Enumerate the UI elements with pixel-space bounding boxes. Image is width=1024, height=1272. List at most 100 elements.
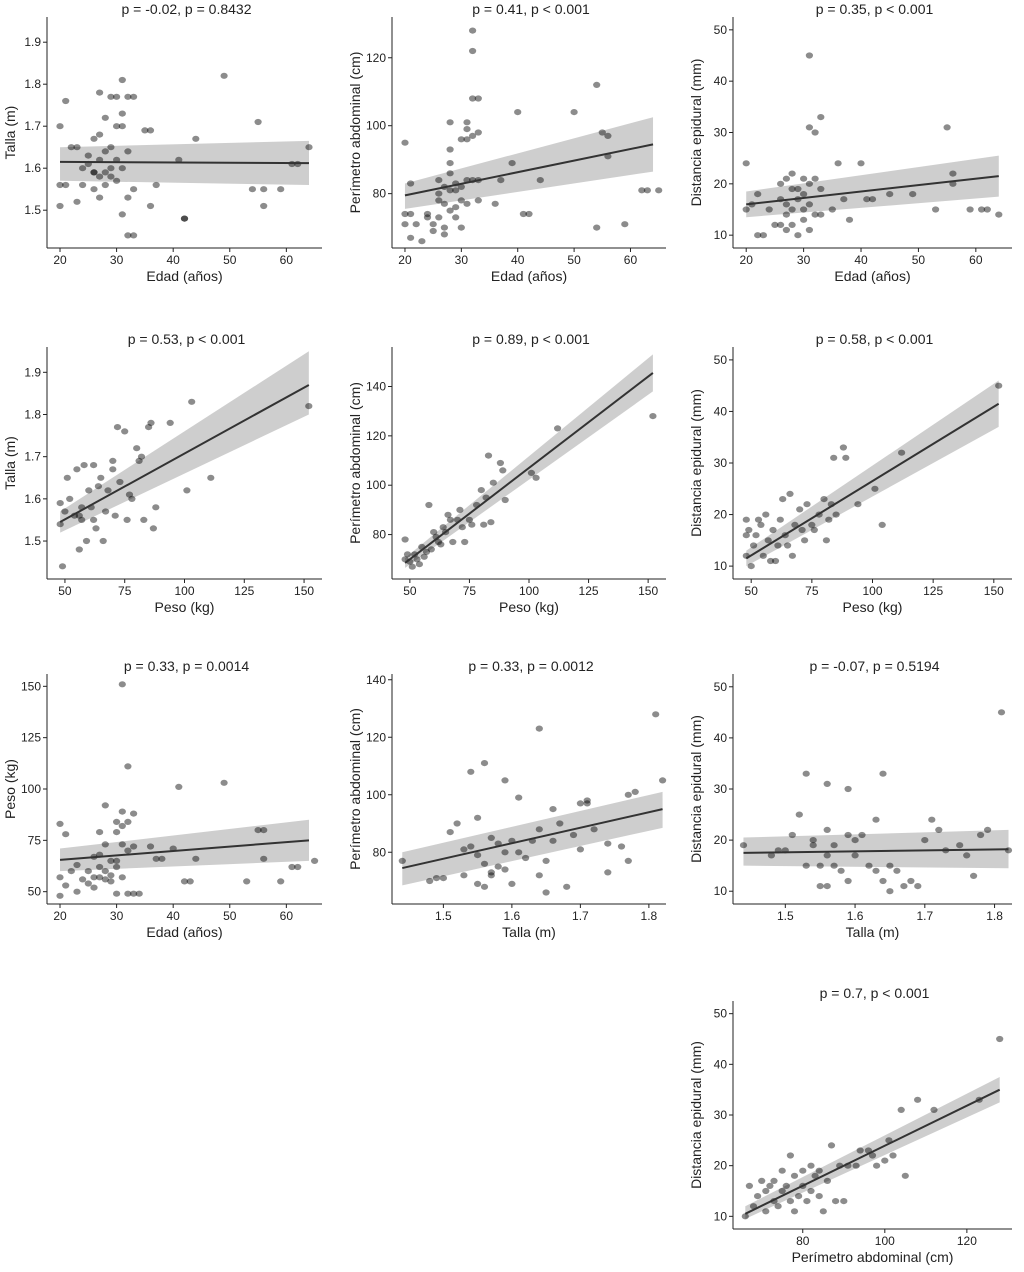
regression-line <box>60 160 309 165</box>
data-point <box>816 883 824 890</box>
data-point <box>786 1198 795 1205</box>
data-point <box>446 170 454 177</box>
data-point <box>152 504 160 511</box>
data-point <box>175 783 183 791</box>
data-point <box>830 454 838 461</box>
data-point <box>970 872 978 880</box>
data-point <box>418 238 426 245</box>
data-point <box>90 884 98 891</box>
data-point <box>593 81 601 88</box>
data-point <box>412 221 420 228</box>
y-tick-label: 75 <box>28 833 42 847</box>
data-point <box>84 880 92 887</box>
data-point <box>811 1172 819 1179</box>
y-tick-label: 125 <box>21 731 41 745</box>
data-point <box>852 1162 860 1169</box>
data-point <box>141 127 149 134</box>
data-point <box>56 181 64 189</box>
data-point <box>118 841 126 848</box>
data-point <box>130 232 138 239</box>
data-point <box>124 93 132 100</box>
data-point <box>96 863 104 871</box>
data-point <box>477 487 485 494</box>
confidence-band <box>60 819 309 872</box>
regression-line <box>745 402 1000 560</box>
data-point <box>480 521 488 528</box>
data-point <box>113 890 121 897</box>
chart-panel-4: 50 75 100 125 150 1.5 1.6 1.7 1.8 1.9 p = 0.53, p … <box>2 331 322 615</box>
data-point <box>474 129 482 136</box>
data-point <box>907 877 915 885</box>
data-point <box>130 810 138 817</box>
data-point <box>430 529 438 536</box>
y-tick-label: 80 <box>373 187 387 201</box>
y-tick-label: 50 <box>714 1007 728 1021</box>
y-tick-label: 1.7 <box>24 450 41 464</box>
data-point <box>429 227 437 235</box>
chart-panel-8: 1.5 1.6 1.7 1.8 80 100 120 140 p = 0.33, p = 0.0… <box>347 658 667 940</box>
data-point <box>130 890 138 897</box>
data-point <box>881 1157 889 1164</box>
data-point <box>794 232 802 239</box>
x-tick-label: 60 <box>969 253 983 267</box>
y-axis-label: Distancia epidural (mm) <box>688 715 704 863</box>
x-tick-label: 50 <box>745 584 759 598</box>
data-point <box>305 403 313 410</box>
data-point <box>767 557 775 565</box>
y-axis-label: Distancia epidural (mm) <box>688 1041 704 1189</box>
x-axis-label: Peso (kg) <box>499 599 559 615</box>
data-point <box>113 93 121 100</box>
data-point <box>820 496 828 503</box>
data-point <box>549 806 557 813</box>
confidence-band <box>746 155 999 218</box>
data-point <box>624 857 632 865</box>
data-point <box>886 888 894 895</box>
data-point <box>515 849 523 856</box>
data-point <box>519 210 528 218</box>
data-point <box>845 216 854 223</box>
y-tick-label: 50 <box>714 353 728 367</box>
data-point <box>62 831 70 838</box>
data-point <box>655 187 663 194</box>
data-point <box>422 548 431 556</box>
data-point <box>277 186 285 193</box>
x-tick-label: 60 <box>624 253 638 267</box>
y-axis-label: Perímetro abdominal (cm) <box>347 708 363 870</box>
data-point <box>844 831 852 839</box>
y-axis-label: Distancia epidural (mm) <box>688 389 704 537</box>
y-tick-label: 30 <box>714 1108 728 1122</box>
data-point <box>624 791 632 798</box>
data-point <box>809 837 817 844</box>
data-point <box>467 768 475 775</box>
data-point <box>742 206 750 213</box>
data-point <box>770 1177 778 1184</box>
data-point <box>801 537 809 544</box>
data-point <box>440 224 448 231</box>
chart-panel-10: 80 100 120 10 20 30 40 50 p = 0.7, p < 0.001 Perí… <box>688 985 1012 1265</box>
y-tick-label: 100 <box>366 478 386 492</box>
data-point <box>118 874 126 881</box>
data-point <box>556 820 564 827</box>
data-point <box>63 474 71 481</box>
data-point <box>107 144 115 151</box>
y-tick-label: 140 <box>366 379 386 393</box>
data-point <box>146 202 155 210</box>
data-point <box>109 466 117 473</box>
x-tick-label: 20 <box>398 253 412 267</box>
x-tick-label: 30 <box>110 253 124 267</box>
data-point <box>446 516 454 523</box>
data-point <box>188 398 196 405</box>
data-point <box>858 831 866 839</box>
data-point <box>96 131 104 138</box>
data-point <box>260 186 268 193</box>
x-axis-label: Edad (años) <box>146 268 222 284</box>
data-point <box>825 516 833 523</box>
data-point <box>798 526 806 534</box>
regression-line <box>743 848 1009 854</box>
data-point <box>800 191 808 198</box>
data-point <box>457 224 465 231</box>
confidence-band <box>405 354 653 568</box>
data-point <box>401 139 409 146</box>
data-point <box>631 788 639 796</box>
data-point <box>795 811 803 818</box>
